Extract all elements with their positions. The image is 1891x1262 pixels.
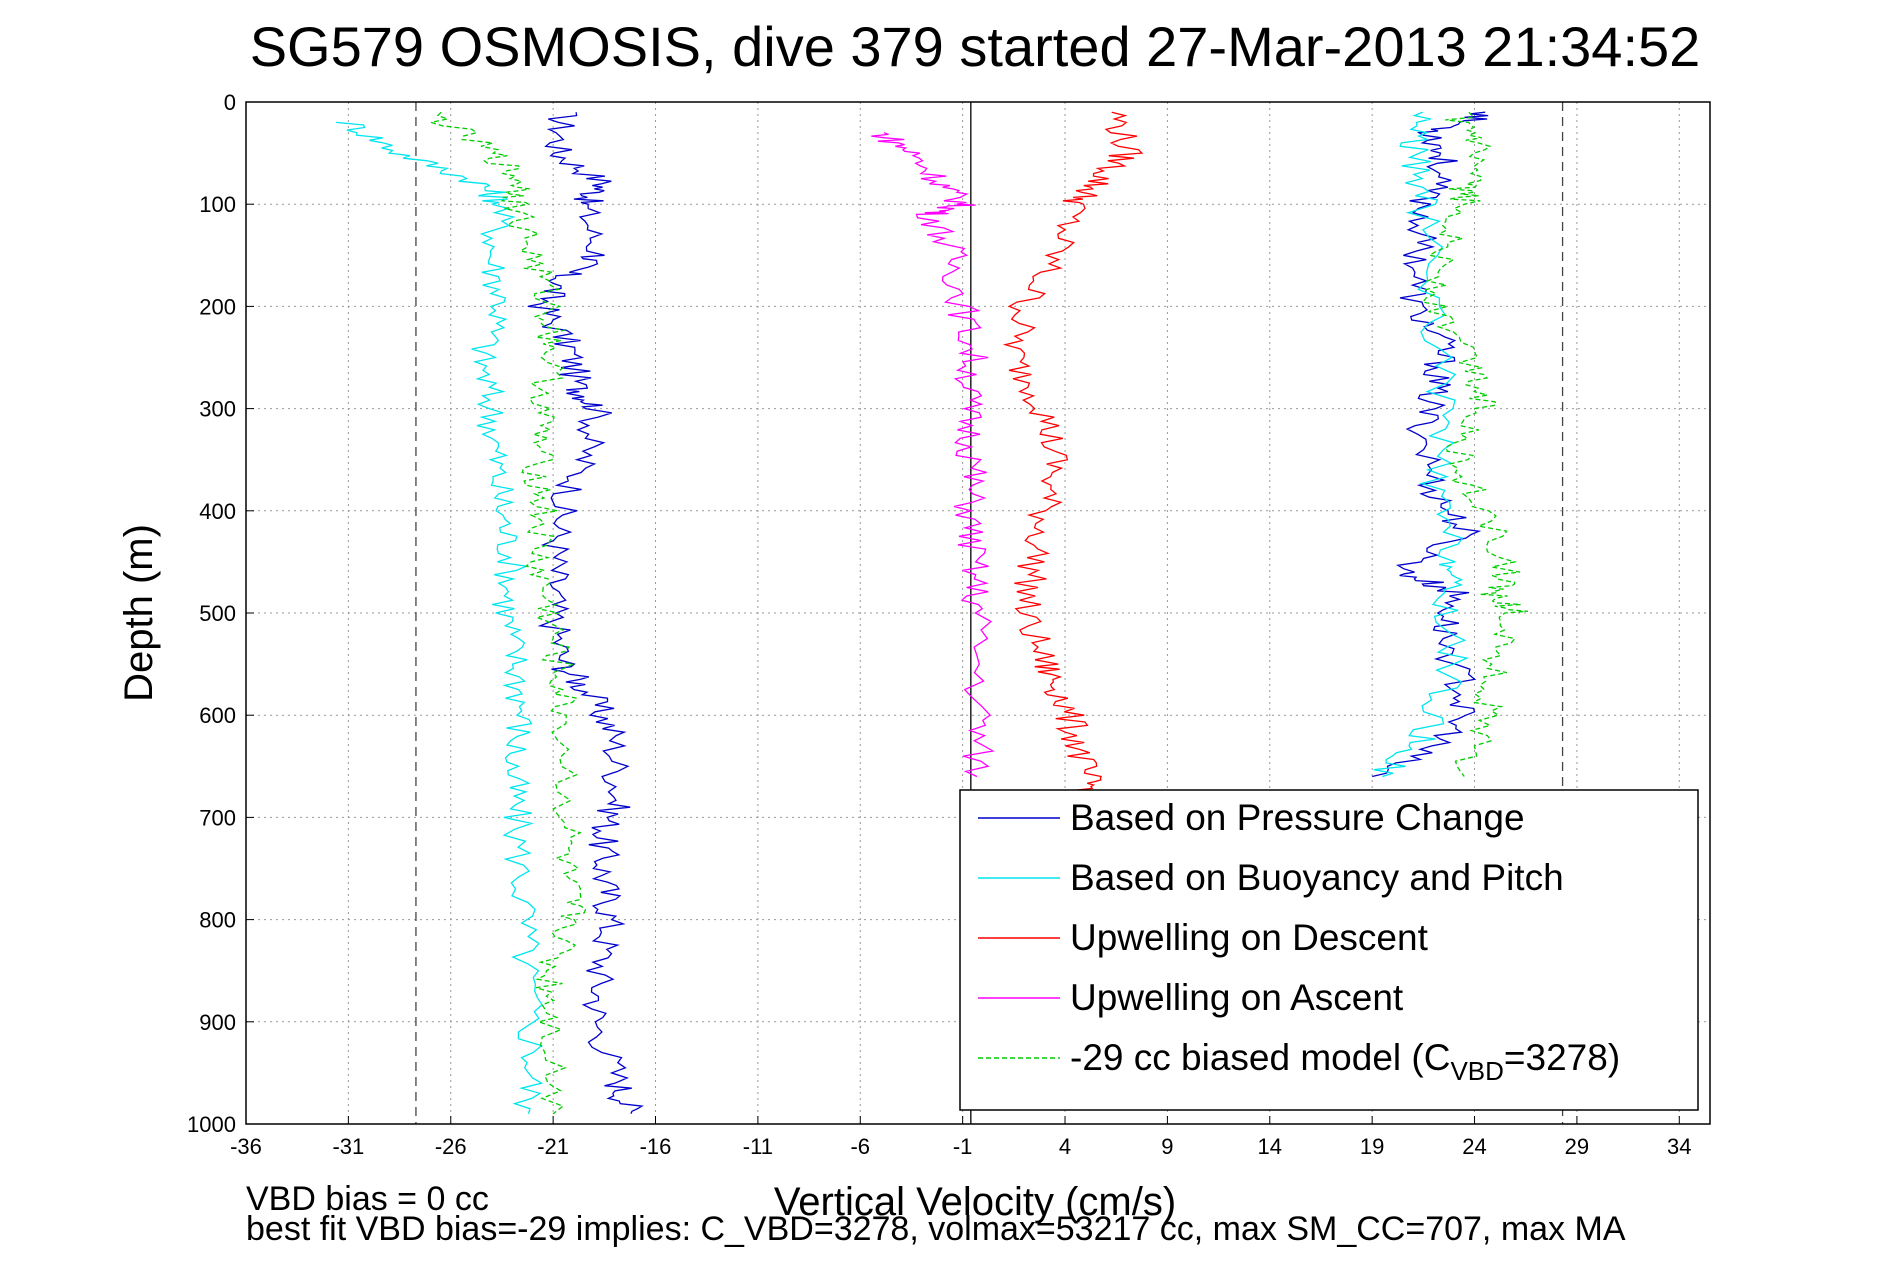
x-tick-label: -11 <box>743 1134 773 1159</box>
y-tick-label: 1000 <box>187 1112 236 1137</box>
legend-box <box>959 789 1699 1111</box>
y-tick-label: 900 <box>199 1010 236 1035</box>
x-tick-label: 29 <box>1565 1134 1589 1159</box>
legend-label: Upwelling on Ascent <box>1070 977 1404 1018</box>
y-tick-label: 400 <box>199 499 236 524</box>
x-tick-label: -26 <box>435 1134 467 1159</box>
series-upwelling-on-ascent-line <box>871 132 995 778</box>
series-upwelling-on-descent-line <box>1002 111 1144 798</box>
x-axis-ticks: -36 -31 -26 -21 -16 -11 -6 -1 4 9 14 19 24 29 34 <box>230 1116 1692 1159</box>
series-29-cc-biased-model-c-vbd-3278-line <box>430 111 587 1115</box>
x-tick-label: -21 <box>537 1134 569 1159</box>
y-tick-label: 100 <box>199 192 236 217</box>
legend-label: -29 cc biased model (CVBD=3278) <box>1070 1037 1620 1086</box>
y-tick-label: 700 <box>199 805 236 830</box>
x-tick-label: -31 <box>332 1134 364 1159</box>
y-tick-label: 600 <box>199 703 236 728</box>
chart-title: SG579 OSMOSIS, dive 379 started 27-Mar-2… <box>250 15 1701 78</box>
x-tick-label: 14 <box>1258 1134 1282 1159</box>
legend: Based on Pressure Change Based on Buoyanc… <box>959 789 1699 1111</box>
y-tick-label: 200 <box>199 294 236 319</box>
x-tick-label: 19 <box>1360 1134 1384 1159</box>
x-tick-label: 9 <box>1161 1134 1173 1159</box>
footer-line-1: VBD bias = 0 cc <box>246 1180 489 1218</box>
x-tick-label: -1 <box>953 1134 973 1159</box>
x-tick-label: 4 <box>1059 1134 1071 1159</box>
y-tick-label: 500 <box>199 601 236 626</box>
series-based-on-buoyancy-and-pitch-line <box>336 121 544 1114</box>
legend-label: Based on Buoyancy and Pitch <box>1070 857 1564 898</box>
y-tick-label: 300 <box>199 397 236 422</box>
x-tick-label: 24 <box>1462 1134 1486 1159</box>
x-tick-label: 34 <box>1667 1134 1691 1159</box>
series-based-on-buoyancy-and-pitch-line-2 <box>1373 111 1470 778</box>
y-tick-label: 0 <box>224 90 236 115</box>
x-axis-label: Vertical Velocity (cm/s) <box>774 1180 1176 1224</box>
footer-line-2: best fit VBD bias=-29 implies: C_VBD=327… <box>246 1210 1626 1248</box>
y-axis-label: Depth (m) <box>117 524 161 702</box>
x-tick-label: -36 <box>230 1134 262 1159</box>
series-group <box>336 111 1528 1115</box>
x-tick-label: -6 <box>850 1134 870 1159</box>
x-tick-label: -16 <box>640 1134 672 1159</box>
legend-label: Upwelling on Descent <box>1070 917 1429 958</box>
series-29-cc-biased-model-c-vbd-3278-line-2 <box>1421 111 1528 777</box>
series-based-on-pressure-change-line-2 <box>1372 111 1489 778</box>
legend-label: Based on Pressure Change <box>1070 797 1525 838</box>
series-based-on-pressure-change-line <box>527 112 644 1115</box>
y-tick-label: 800 <box>199 908 236 933</box>
y-axis-ticks: 0 100 200 300 400 500 600 700 800 900 1000 <box>187 90 254 1137</box>
